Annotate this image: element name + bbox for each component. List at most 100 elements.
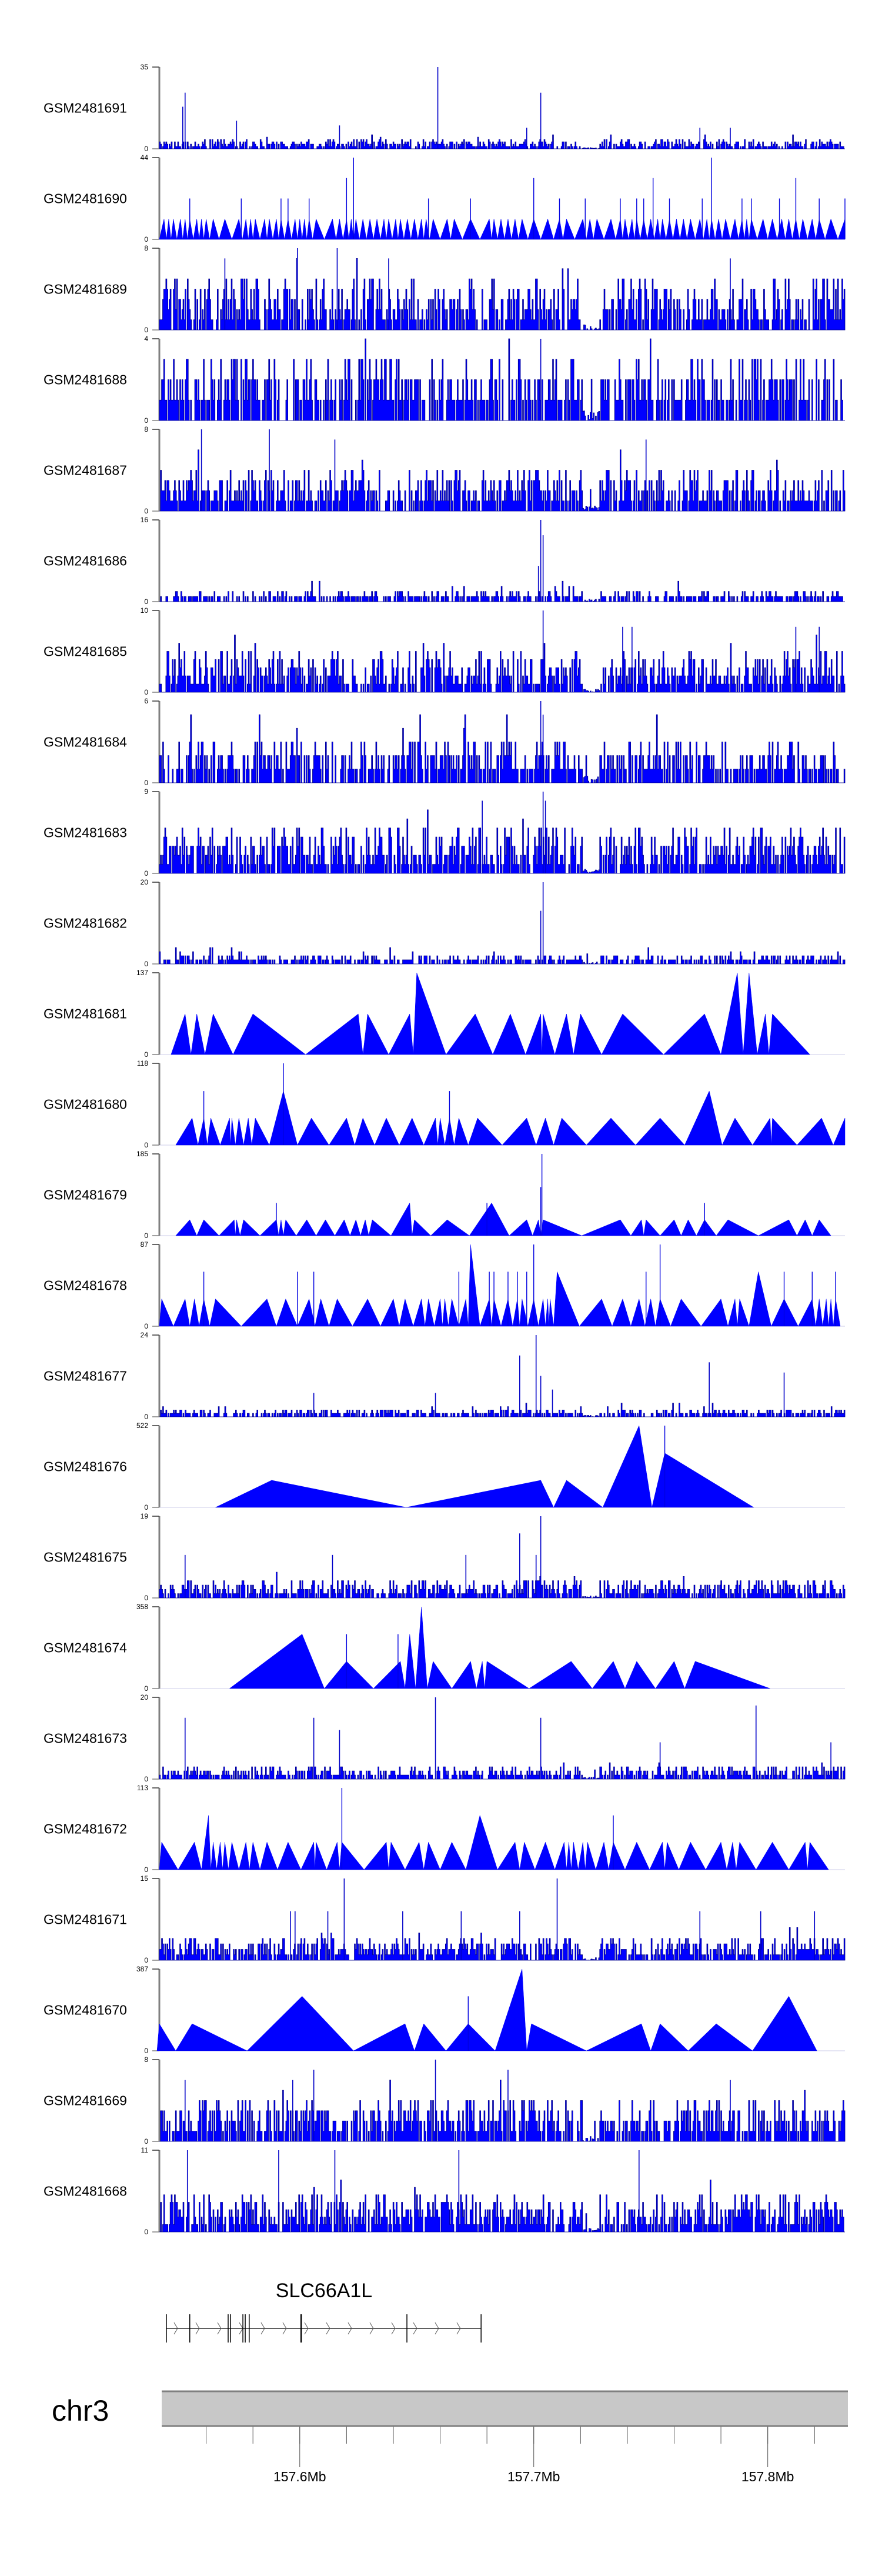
triangle-mark [726,1842,737,1870]
triangle-mark [390,1202,413,1236]
strand-arrow-icon [304,2322,309,2335]
triangle-mark [828,1299,834,1327]
triangle-mark [300,1842,315,1870]
triangle-mark [630,1299,646,1327]
triangle-mark [454,1117,469,1146]
exon-mark [242,2314,243,2343]
triangle-mark [448,1299,459,1327]
triangle-mark [272,219,279,240]
y-max-label: 137 [136,969,148,977]
track-row: GSM2481671 15 0 [0,1875,882,1964]
triangle-mark [353,219,360,240]
triangle-mark [316,1219,335,1236]
y-max-label: 4 [144,335,148,343]
triangle-mark [586,2023,652,2051]
triangle-mark [566,1842,572,1870]
triangle-mark [259,219,268,240]
triangle-mark [681,1219,697,1236]
triangle-mark [518,219,529,240]
triangle-mark [585,1842,596,1870]
triangle-mark [534,1841,555,1870]
triangle-mark [450,218,463,240]
triangle-mark [220,1117,231,1146]
triangle-mark [500,1299,513,1327]
triangle-mark [171,219,178,240]
triangle-mark [797,1219,813,1236]
triangle-mark [297,1298,315,1327]
triangle-mark [405,1841,424,1870]
triangle-mark [207,1117,220,1146]
y-max-label: 387 [136,1965,148,1973]
triangle-mark [822,1299,829,1327]
y-min-label: 0 [144,1141,148,1149]
y-min-label: 0 [144,2137,148,2145]
triangle-mark [796,1117,834,1146]
strand-arrow-icon [282,2322,287,2335]
triangle-mark [182,219,188,240]
chromosome-band [162,2391,848,2426]
triangle-mark [380,1298,400,1327]
track-GSM2481670 [152,1968,845,2051]
triangle-mark [727,1299,738,1327]
track-GSM2481683 [152,791,846,874]
track-row: GSM2481678 87 0 [0,1241,882,1330]
y-max-label: 522 [136,1422,148,1430]
triangle-mark [315,1842,327,1870]
triangle-mark [721,1117,753,1146]
triangle-mark [366,219,374,240]
triangle-mark [771,1117,797,1146]
triangle-mark [201,1815,211,1870]
triangle-mark [649,1841,665,1870]
track-GSM2481672 [152,1787,845,1870]
track-row: GSM2481676 522 0 [0,1422,882,1511]
triangle-mark [228,1842,239,1870]
triangle-mark [249,1842,260,1870]
triangle-mark [191,1013,205,1055]
triangle-mark [440,219,451,240]
y-max-label: 8 [144,425,148,433]
y-min-label: 0 [144,1413,148,1421]
triangle-mark [752,1117,771,1146]
triangle-mark [173,1298,191,1327]
track-GSM2481674 [152,1606,845,1689]
y-max-label: 8 [144,244,148,252]
triangle-mark [410,219,419,240]
triangle-mark [684,1661,770,1689]
triangle-mark [159,1841,179,1870]
triangle-mark [628,219,635,240]
triangle-mark [235,1219,240,1236]
y-min-label: 0 [144,326,148,334]
y-min-label: 0 [144,598,148,606]
signal-area [159,1762,846,1780]
triangle-mark [573,1013,602,1055]
triangle-mark [373,219,381,240]
triangle-mark [743,972,758,1055]
triangle-mark [353,2023,415,2051]
triangle-mark [442,1299,449,1327]
track-GSM2481685 [152,610,846,693]
track-label: GSM2481688 [44,372,127,387]
triangle-mark [758,1219,797,1236]
triangle-mark [540,218,554,240]
triangle-mark [277,1841,302,1870]
track-row: GSM2481685 10 0 [0,607,882,696]
triangle-mark [476,1661,485,1689]
track-row: GSM2481679 185 0 [0,1150,882,1239]
triangle-mark [479,218,492,240]
triangle-mark [380,219,387,240]
track-GSM2481687 [152,429,846,512]
track-label: GSM2481677 [44,1368,127,1383]
triangle-mark [354,1117,375,1146]
triangle-mark [392,219,399,240]
track-label: GSM2481684 [44,734,127,749]
y-min-label: 0 [144,235,148,243]
triangle-mark [276,1298,298,1327]
triangle-mark [721,219,731,240]
triangle-mark [767,219,777,240]
track-row: GSM2481690 44 0 [0,154,882,243]
triangle-mark [554,1842,567,1870]
triangle-mark [527,218,542,240]
triangle-mark [603,218,616,240]
y-max-label: 20 [140,1693,148,1701]
triangle-mark [654,219,660,240]
